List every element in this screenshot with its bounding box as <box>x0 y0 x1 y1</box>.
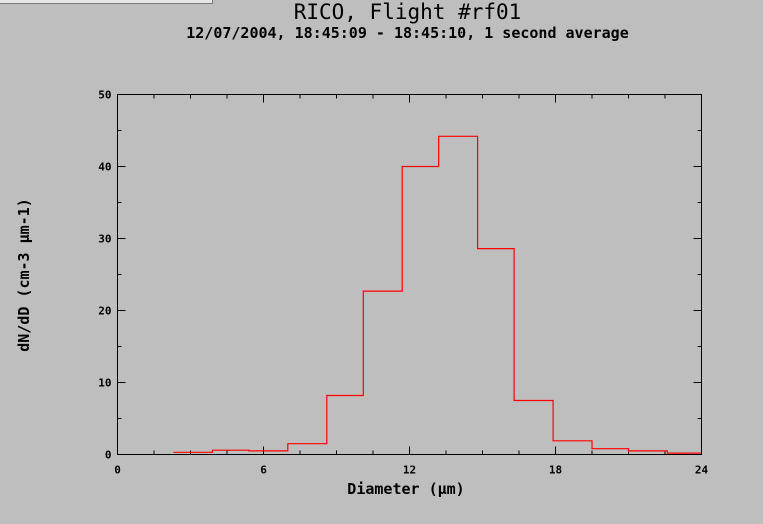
x-tick-label: 12 <box>403 464 416 477</box>
x-axis-label: Diameter (µm) <box>347 480 464 498</box>
y-tick-label: 20 <box>98 305 111 318</box>
x-tick-label: 6 <box>260 464 267 477</box>
window-strip <box>0 0 213 4</box>
y-tick-label: 0 <box>105 449 112 462</box>
x-tick-label: 24 <box>695 464 709 477</box>
x-tick-label: 18 <box>549 464 562 477</box>
x-tick-label: 0 <box>114 464 121 477</box>
size-distribution-line <box>173 135 702 454</box>
chart-subtitle: 12/07/2004, 18:45:09 - 18:45:10, 1 secon… <box>186 24 629 42</box>
y-tick-label: 10 <box>98 377 111 390</box>
y-axis-label: dN/dD (cm-3 µm-1) <box>15 198 33 352</box>
y-tick-label: 40 <box>98 161 111 174</box>
chart-title: RICO, Flight #rf01 <box>293 0 522 24</box>
y-tick-label: 30 <box>98 233 111 246</box>
y-tick-label: 50 <box>98 89 111 102</box>
plot-frame <box>117 94 702 455</box>
